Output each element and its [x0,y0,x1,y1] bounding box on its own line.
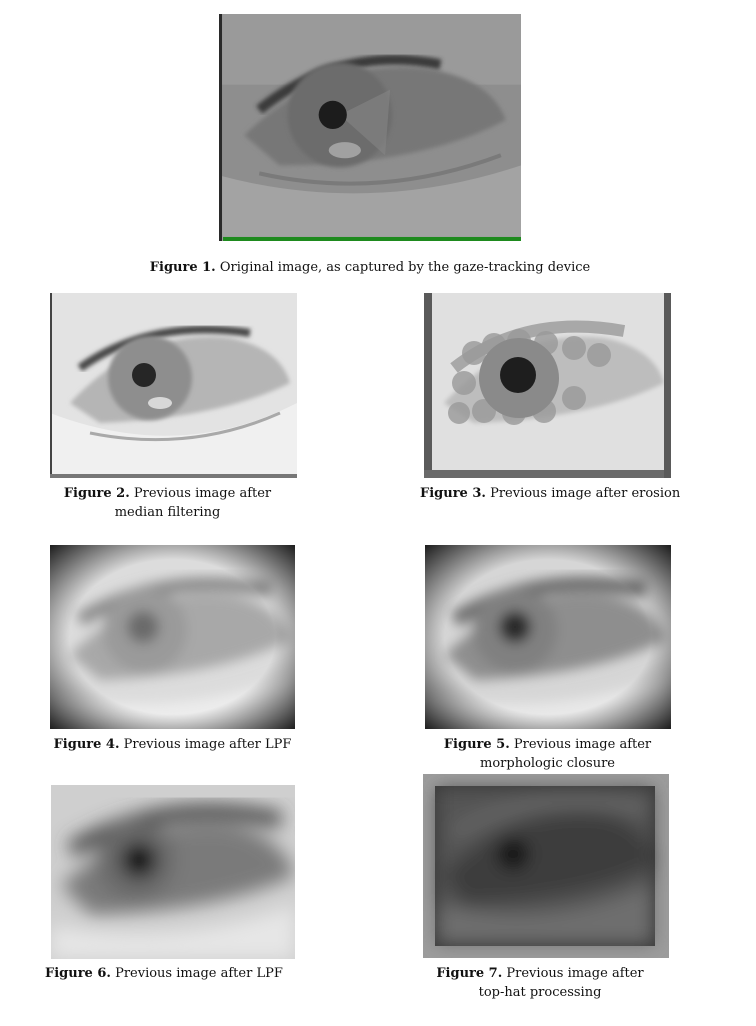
figure-3-image [424,293,671,478]
figure-6-caption: Figure 6. Previous image after LPF [45,964,283,983]
figure-5-caption: Figure 5. Previous image after morpholog… [420,735,675,773]
figure-4-image [50,545,295,729]
figure-7-image [423,774,669,958]
figure-5-label: Figure 5. [443,737,510,752]
figure-1-label: Figure 1. [149,260,216,275]
figure-6-image [51,785,295,959]
figure-5-image [425,545,671,729]
figure-7-caption: Figure 7. Previous image after top-hat p… [420,964,660,1002]
figure-2-caption: Figure 2. Previous image after median fi… [60,484,275,522]
figure-1-image [219,14,521,241]
figure-2-text-line1: Previous image after [133,486,272,501]
figure-3-label: Figure 3. [420,486,486,501]
figure-2-label: Figure 2. [63,486,130,501]
figure-3-text: Previous image after erosion [490,486,681,501]
figure-4-label: Figure 4. [53,737,120,752]
figure-7-label: Figure 7. [436,966,503,981]
figure-6-label: Figure 6. [45,966,111,981]
figure-1-text: Original image, as captured by the gaze-… [219,260,591,275]
figure-2-image [50,293,297,478]
figure-4-caption: Figure 4. Previous image after LPF [50,735,295,754]
figure-7-text-line1: Previous image after [506,966,644,981]
figure-1-caption: Figure 1. Original image, as captured by… [120,258,620,277]
figure-7-text-line2: top-hat processing [478,985,602,1000]
figure-6-text: Previous image after LPF [115,966,283,981]
figure-3-caption: Figure 3. Previous image after erosion [420,484,680,503]
figure-2-text-line2: median filtering [114,505,221,520]
figure-5-text-line2: morphologic closure [480,756,615,771]
figure-5-text-line1: Previous image after [513,737,652,752]
figure-4-text: Previous image after LPF [123,737,292,752]
